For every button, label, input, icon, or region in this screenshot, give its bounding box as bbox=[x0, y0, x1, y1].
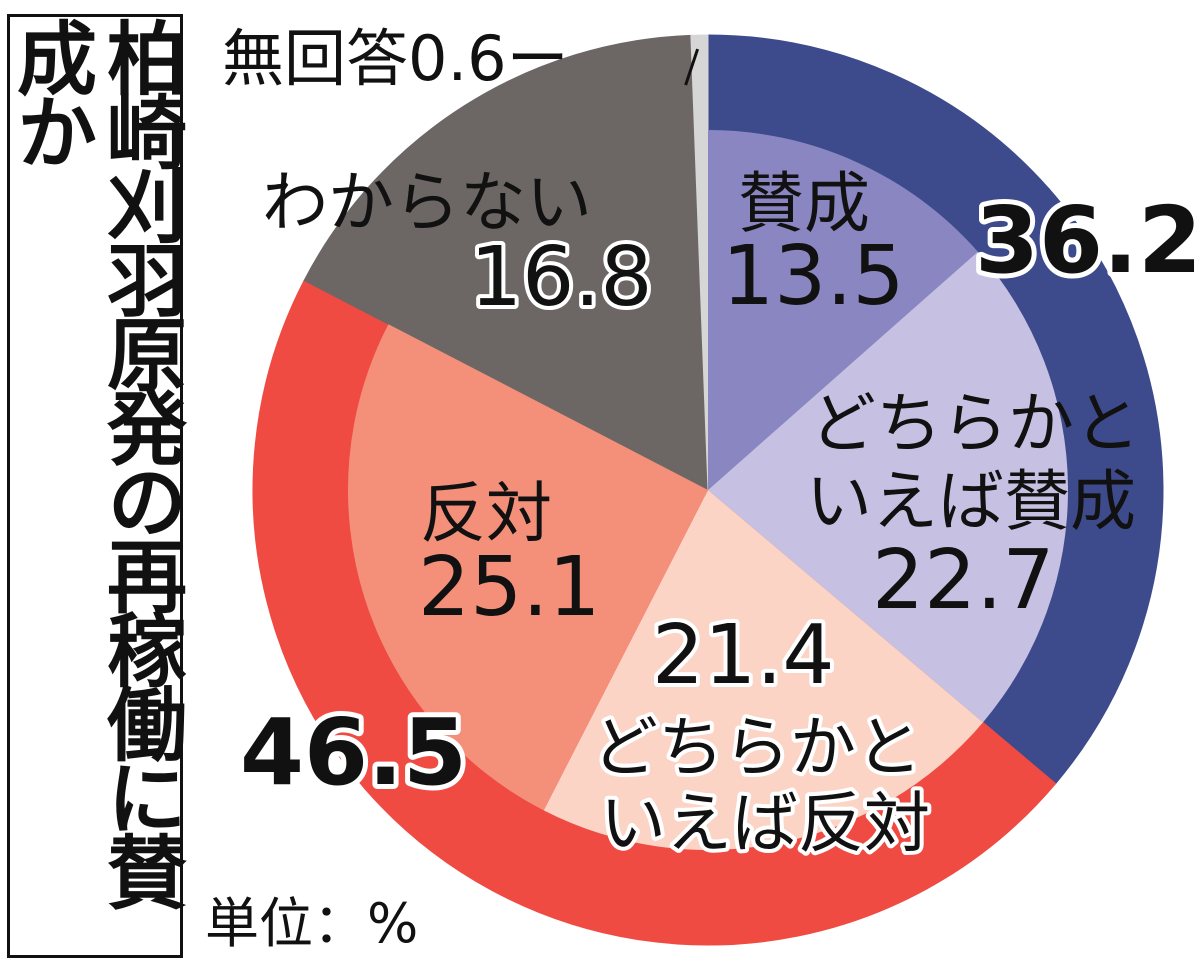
label-no-answer: 無回答0.6ー bbox=[222, 22, 569, 95]
label-dont-know-name: わからない bbox=[262, 164, 592, 241]
label-oppose-value: 25.1 bbox=[418, 540, 601, 635]
slice-4 bbox=[348, 324, 708, 811]
label-dont-know-value: 16.8 bbox=[470, 230, 653, 325]
label-agree-total: 36.2 bbox=[975, 187, 1200, 294]
label-somewhat-oppose-line1: どちらかと bbox=[592, 709, 922, 786]
label-somewhat-agree-line2: いえば賛成 bbox=[806, 463, 1136, 540]
inner-slices bbox=[348, 130, 1068, 851]
outer-wedge-6 bbox=[690, 34, 709, 491]
no-answer-leader-line bbox=[684, 48, 700, 86]
label-somewhat-agree-line1: どちらかと bbox=[810, 385, 1140, 462]
label-agree-value: 13.5 bbox=[722, 229, 905, 324]
title-box: 柏崎刈羽原発の再稼働に賛成か bbox=[4, 14, 187, 958]
label-somewhat-agree-value: 22.7 bbox=[872, 533, 1055, 628]
label-somewhat-oppose-value: 21.4 bbox=[652, 608, 835, 703]
label-agree-name: 賛成 bbox=[738, 165, 870, 242]
unit-label: 単位：% bbox=[205, 892, 418, 955]
chart-labels: 無回答0.6ー 賛成 13.5 36.2 どちらかと いえば賛成 22.7 わか… bbox=[205, 22, 1200, 955]
label-oppose-name: 反対 bbox=[420, 475, 552, 552]
slice-1 bbox=[708, 130, 978, 490]
label-somewhat-oppose-line2: いえば反対 bbox=[600, 785, 930, 862]
slice-3 bbox=[543, 490, 984, 851]
outer-wedge-5 bbox=[303, 34, 709, 491]
slice-2 bbox=[708, 251, 1068, 723]
chart-title: 柏崎刈羽原発の再稼働に賛成か bbox=[4, 17, 187, 905]
label-oppose-total: 46.5 bbox=[240, 699, 467, 806]
